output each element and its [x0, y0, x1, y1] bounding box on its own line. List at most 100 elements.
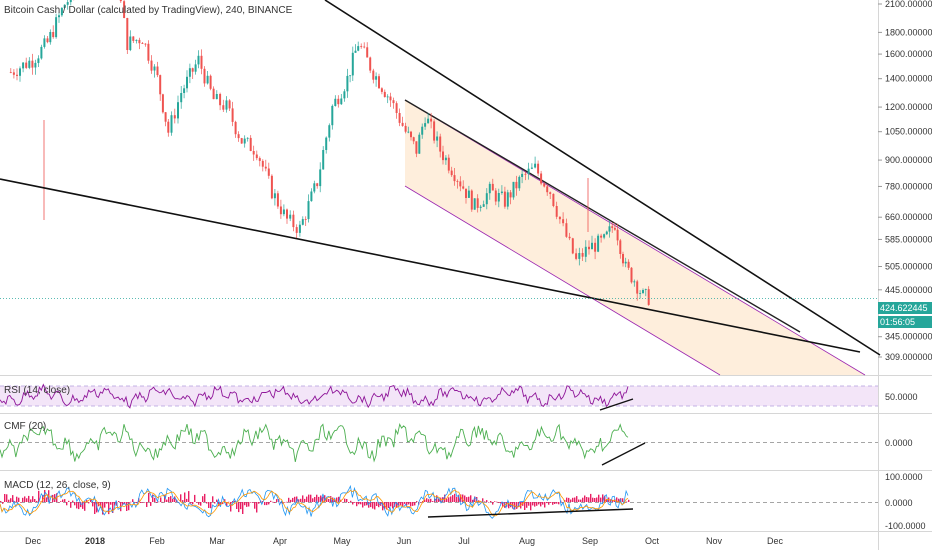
candle-body	[258, 158, 261, 161]
candle-body	[527, 168, 530, 174]
candle-body	[354, 50, 357, 53]
macd-histogram-bar	[236, 502, 238, 509]
macd-histogram-bar	[220, 502, 222, 505]
macd-histogram-bar	[590, 493, 592, 502]
macd-histogram-bar	[150, 502, 152, 506]
macd-histogram-bar	[190, 502, 192, 504]
macd-histogram-bar	[344, 498, 346, 502]
macd-histogram-bar	[164, 494, 166, 502]
macd-histogram-bar	[244, 502, 246, 506]
trendlines	[0, 0, 881, 356]
price-tick-label: 585.000000	[885, 234, 932, 244]
candle-body	[552, 193, 555, 206]
candle-body	[624, 261, 627, 264]
candle-body	[167, 121, 170, 133]
candle-body	[366, 47, 369, 58]
macd-histogram-bar	[390, 502, 392, 507]
candle-body	[246, 137, 249, 139]
time-tick-label: Feb	[149, 536, 165, 546]
macd-histogram-bar	[438, 498, 440, 502]
macd-histogram-bar	[598, 494, 600, 502]
candle-body	[565, 223, 568, 237]
candle-body	[298, 224, 301, 233]
candle-body	[349, 75, 352, 77]
macd-histogram-bar	[420, 502, 422, 503]
macd-histogram-bar	[170, 496, 172, 502]
candle-body	[546, 186, 549, 193]
macd-histogram-bar	[286, 501, 288, 503]
macd-histogram-bar	[374, 502, 376, 510]
candle-body	[509, 192, 512, 198]
candle-body	[476, 198, 479, 208]
macd-histogram-bar	[350, 500, 352, 502]
macd-histogram-bar	[292, 497, 294, 502]
candle-body	[444, 157, 447, 161]
cmf-pane: 0.0000	[0, 422, 913, 466]
macd-histogram-bar	[416, 501, 418, 502]
macd-histogram-bar	[446, 498, 448, 502]
macd-histogram-bar	[254, 502, 256, 509]
candle-body	[49, 32, 52, 43]
macd-histogram-bar	[12, 495, 14, 502]
macd-histogram-bar	[370, 502, 372, 508]
price-tick-label: 780.000000	[885, 181, 932, 191]
candle-body	[346, 75, 349, 92]
candle-body	[369, 57, 372, 71]
macd-histogram-bar	[612, 500, 614, 502]
candle-body	[540, 173, 543, 184]
cmf-divergence-line	[601, 442, 646, 466]
macd-histogram-bar	[382, 502, 384, 511]
candle-body	[378, 76, 380, 89]
macd-histogram-bar	[26, 498, 28, 502]
candle-body	[500, 191, 503, 193]
price-tick-label: 309.000000	[885, 352, 932, 362]
candle-body	[304, 219, 307, 220]
macd-histogram-bar	[140, 502, 142, 503]
macd-histogram-bar	[404, 502, 406, 504]
candle-body	[386, 96, 389, 98]
macd-histogram-bar	[72, 500, 74, 502]
macd-histogram-bar	[34, 499, 36, 502]
macd-histogram-bar	[24, 496, 26, 502]
candle-body	[462, 186, 465, 189]
macd-histogram-bar	[490, 501, 492, 502]
candle-body	[575, 253, 578, 259]
macd-histogram-bar	[86, 500, 88, 502]
macd-histogram-bar	[366, 502, 368, 506]
macd-histogram-bar	[584, 495, 586, 502]
price-tick-label: 1800.000000	[885, 27, 932, 37]
macd-histogram-bar	[230, 502, 232, 512]
lower-trendline	[0, 178, 861, 353]
candle-body	[183, 88, 186, 93]
macd-histogram-bar	[46, 497, 48, 502]
candle-body	[292, 214, 295, 228]
macd-histogram-bar	[484, 501, 486, 502]
macd-histogram-bar	[402, 502, 404, 507]
candle-body	[410, 131, 412, 138]
candle-body	[55, 17, 58, 38]
macd-histogram-bar	[284, 502, 286, 503]
macd-histogram-bar	[50, 502, 52, 503]
macd-histogram-bar	[386, 502, 388, 510]
macd-trendline	[427, 508, 634, 518]
candle-body	[123, 1, 126, 18]
candle-body	[150, 60, 153, 71]
candle-body	[337, 98, 340, 105]
macd-histogram-bar	[136, 502, 138, 504]
macd-histogram-bar	[502, 502, 504, 507]
candle-body	[616, 229, 619, 241]
candle-body	[177, 102, 179, 119]
candle-body	[467, 190, 470, 198]
candle-body	[173, 115, 176, 119]
macd-histogram-bar	[452, 495, 454, 502]
candle-body	[255, 154, 258, 159]
macd-histogram-bar	[132, 499, 134, 502]
candle-body	[264, 166, 267, 169]
candle-body	[453, 175, 456, 182]
macd-histogram-bar	[610, 499, 612, 502]
candle-body	[12, 72, 15, 75]
macd-histogram-bar	[30, 499, 32, 502]
macd-histogram-bar	[480, 501, 482, 503]
macd-histogram-bar	[256, 502, 258, 513]
